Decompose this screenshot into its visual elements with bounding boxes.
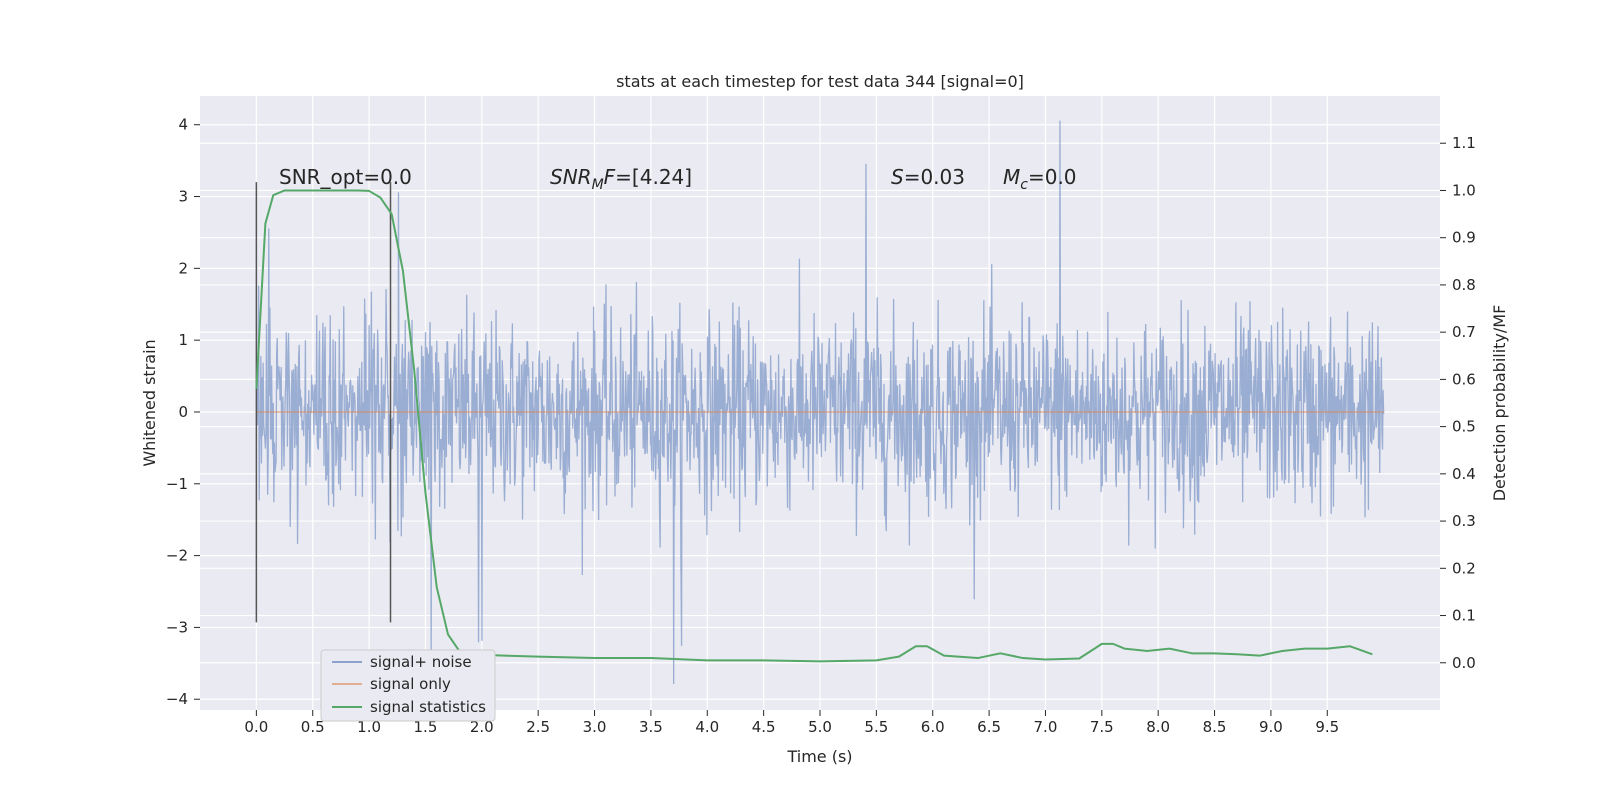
y-right-tick-label: 0.4 xyxy=(1452,465,1476,483)
x-tick-label: 7.5 xyxy=(1090,718,1114,736)
y-left-tick-label: 1 xyxy=(178,331,188,349)
x-tick-label: 4.5 xyxy=(752,718,776,736)
snr-opt-annotation: SNR_opt=0.0 xyxy=(279,165,412,189)
s-annotation: S=0.03 xyxy=(891,165,965,189)
y-left-tick-label: −1 xyxy=(166,475,188,493)
y-left-tick-label: −2 xyxy=(166,547,188,565)
x-tick-label: 8.0 xyxy=(1146,718,1170,736)
mc-value: =0.0 xyxy=(1028,165,1077,189)
noise-series xyxy=(255,120,1385,685)
legend-label-signal-only: signal only xyxy=(370,675,451,693)
x-tick-label: 1.0 xyxy=(357,718,381,736)
y-left-tick-label: 2 xyxy=(178,259,188,277)
legend-box xyxy=(320,649,496,722)
y-left-tick-label: 4 xyxy=(178,116,188,134)
y-left-tick-label: −3 xyxy=(166,618,188,636)
legend-label-noise: signal+ noise xyxy=(370,653,472,671)
y-left-tick-label: 0 xyxy=(178,403,188,421)
y-right-tick-label: 0.8 xyxy=(1452,276,1476,294)
x-tick-label: 2.0 xyxy=(470,718,494,736)
snr-mf-var: SNR xyxy=(550,165,592,189)
x-tick-label: 2.5 xyxy=(526,718,550,736)
x-tick-label: 3.5 xyxy=(639,718,663,736)
x-tick-label: 7.0 xyxy=(1034,718,1058,736)
x-tick-label: 1.5 xyxy=(414,718,438,736)
x-tick-label: 4.0 xyxy=(695,718,719,736)
y-axis-left-label: Whitened strain xyxy=(140,339,159,466)
stats-series xyxy=(255,189,1373,663)
y-right-tick-label: 1.0 xyxy=(1452,181,1476,199)
y-right-tick-label: 0.3 xyxy=(1452,512,1476,530)
y-right-tick-label: 0.6 xyxy=(1452,370,1476,388)
mc-annotation: Mc=0.0 xyxy=(1003,165,1077,193)
y-right-tick-label: 0.0 xyxy=(1452,654,1476,672)
snr-mf-value: =[4.24] xyxy=(615,165,692,189)
snr-mf-annotation: SNRMF=[4.24] xyxy=(550,165,692,193)
x-tick-label: 3.0 xyxy=(583,718,607,736)
y-axis-right-label: Detection probability/MF xyxy=(1490,305,1509,502)
y-left-tick-label: 3 xyxy=(178,188,188,206)
window-markers xyxy=(255,182,392,623)
series-noise-line xyxy=(255,120,1385,685)
x-tick-label: 5.0 xyxy=(808,718,832,736)
y-right-tick-label: 0.5 xyxy=(1452,418,1476,436)
series-statistics-line xyxy=(255,189,1373,663)
snr-mf-var2: F xyxy=(604,165,616,189)
x-tick-label: 8.5 xyxy=(1203,718,1227,736)
x-tick-label: 6.0 xyxy=(921,718,945,736)
legend-label-statistics: signal statistics xyxy=(370,698,486,716)
y-right-tick-label: 0.1 xyxy=(1452,607,1476,625)
y-right-tick-label: 1.1 xyxy=(1452,134,1476,152)
s-value: =0.03 xyxy=(904,165,965,189)
x-tick-label: 0.0 xyxy=(244,718,268,736)
y-right-tick-label: 0.9 xyxy=(1452,229,1476,247)
legend: signal+ noise signal only signal statist… xyxy=(320,649,496,722)
chart-title: stats at each timestep for test data 344… xyxy=(616,72,1024,91)
x-tick-label: 5.5 xyxy=(864,718,888,736)
snr-mf-sub: M xyxy=(592,177,604,193)
x-tick-label: 6.5 xyxy=(977,718,1001,736)
x-tick-label: 9.5 xyxy=(1315,718,1339,736)
x-tick-label: 9.0 xyxy=(1259,718,1283,736)
mc-var: M xyxy=(1003,165,1020,189)
x-tick-label: 0.5 xyxy=(301,718,325,736)
ticks: 0.0 0.5 1.0 1.5 2.0 2.5 3.0 3.5 4.0 4.5 5.0 5.5 6.0 6… xyxy=(166,116,1476,736)
y-right-tick-label: 0.2 xyxy=(1452,559,1476,577)
y-left-tick-label: −4 xyxy=(166,690,188,708)
mc-sub: c xyxy=(1020,177,1028,193)
s-var: S xyxy=(891,165,904,189)
y-right-tick-label: 0.7 xyxy=(1452,323,1476,341)
x-axis-label: Time (s) xyxy=(786,747,852,766)
